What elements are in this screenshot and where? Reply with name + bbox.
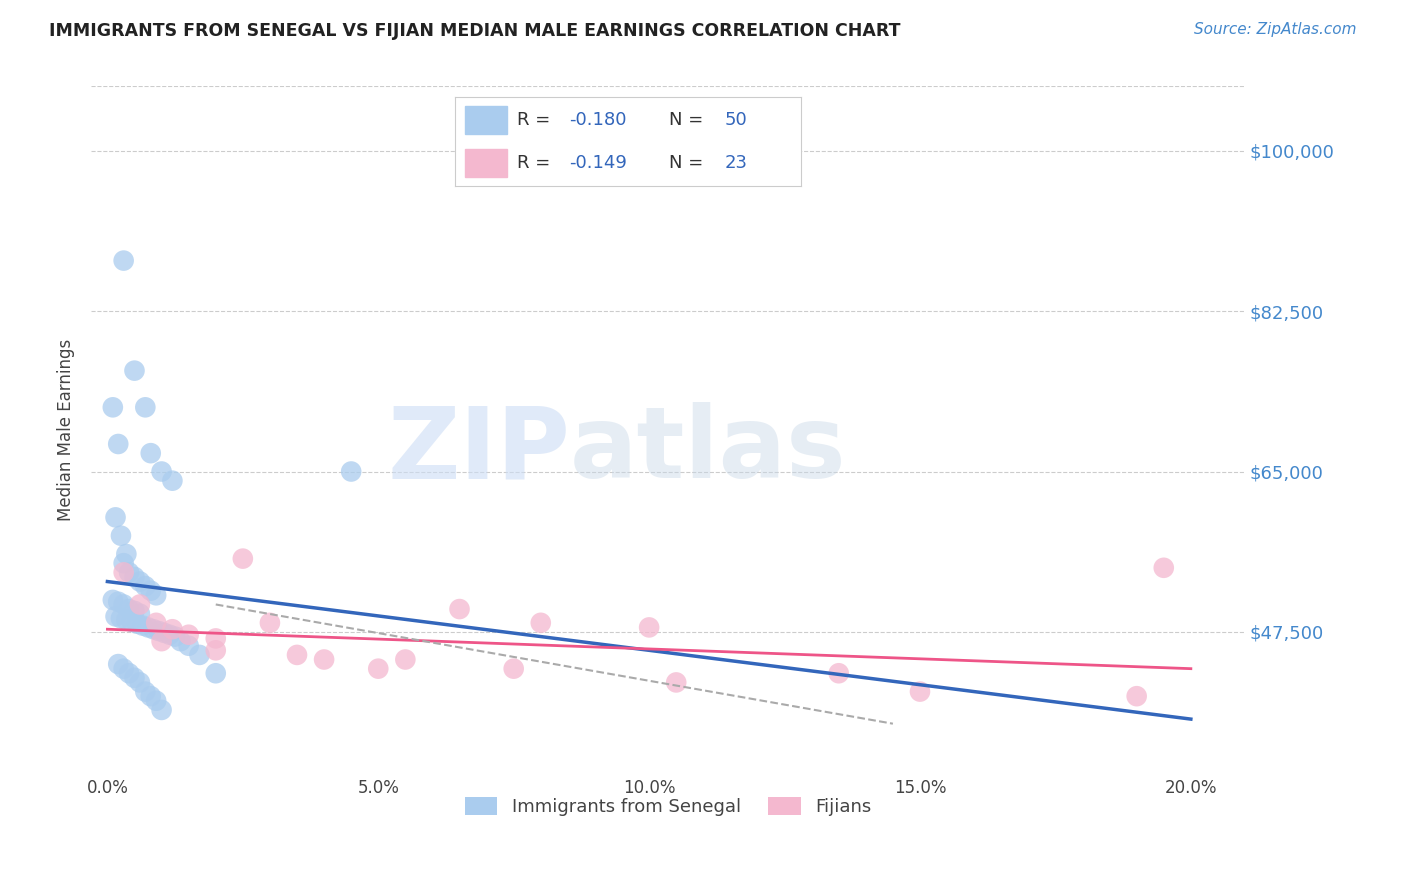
Point bbox=[104, 609, 127, 624]
Text: ZIP: ZIP bbox=[387, 402, 569, 500]
Point bbox=[145, 694, 167, 708]
Point bbox=[145, 615, 167, 630]
Point bbox=[314, 652, 336, 666]
Point bbox=[134, 401, 156, 415]
Point bbox=[107, 595, 129, 609]
Point bbox=[134, 579, 156, 593]
Point bbox=[150, 465, 173, 479]
Point bbox=[169, 634, 191, 648]
Point bbox=[110, 611, 132, 625]
Point bbox=[162, 474, 184, 488]
Point bbox=[367, 662, 389, 676]
Point bbox=[134, 684, 156, 698]
Text: IMMIGRANTS FROM SENEGAL VS FIJIAN MEDIAN MALE EARNINGS CORRELATION CHART: IMMIGRANTS FROM SENEGAL VS FIJIAN MEDIAN… bbox=[49, 22, 901, 40]
Legend: Immigrants from Senegal, Fijians: Immigrants from Senegal, Fijians bbox=[458, 789, 879, 823]
Point bbox=[177, 628, 200, 642]
Point bbox=[285, 648, 308, 662]
Point bbox=[118, 566, 141, 580]
Point bbox=[638, 620, 661, 634]
Point bbox=[129, 675, 152, 690]
Point bbox=[148, 624, 170, 638]
Point bbox=[908, 684, 931, 698]
Point bbox=[129, 607, 152, 621]
Point bbox=[129, 598, 152, 612]
Point bbox=[127, 616, 149, 631]
Point bbox=[232, 551, 254, 566]
Point bbox=[115, 547, 138, 561]
Point bbox=[101, 401, 124, 415]
Point bbox=[124, 570, 146, 584]
Point bbox=[188, 648, 211, 662]
Point bbox=[177, 639, 200, 653]
Point bbox=[112, 556, 135, 570]
Point bbox=[150, 703, 173, 717]
Point bbox=[142, 622, 165, 636]
Point bbox=[139, 689, 162, 703]
Text: atlas: atlas bbox=[569, 402, 846, 500]
Point bbox=[150, 634, 173, 648]
Point bbox=[204, 632, 226, 646]
Point bbox=[115, 613, 138, 627]
Point bbox=[139, 446, 162, 460]
Point bbox=[1125, 689, 1147, 703]
Point bbox=[165, 630, 187, 644]
Point bbox=[124, 604, 146, 618]
Point bbox=[107, 437, 129, 451]
Point bbox=[204, 666, 226, 681]
Text: Source: ZipAtlas.com: Source: ZipAtlas.com bbox=[1194, 22, 1357, 37]
Point bbox=[139, 583, 162, 598]
Point bbox=[112, 662, 135, 676]
Point bbox=[665, 675, 688, 690]
Point bbox=[502, 662, 524, 676]
Point bbox=[204, 643, 226, 657]
Point bbox=[828, 666, 851, 681]
Point bbox=[107, 657, 129, 671]
Point bbox=[124, 364, 146, 378]
Point bbox=[162, 622, 184, 636]
Point bbox=[153, 626, 176, 640]
Y-axis label: Median Male Earnings: Median Male Earnings bbox=[58, 339, 75, 521]
Point bbox=[112, 253, 135, 268]
Point bbox=[129, 574, 152, 589]
Point bbox=[449, 602, 471, 616]
Point bbox=[124, 671, 146, 685]
Point bbox=[112, 566, 135, 580]
Point bbox=[121, 615, 143, 629]
Point bbox=[118, 666, 141, 681]
Point bbox=[259, 615, 281, 630]
Point bbox=[101, 593, 124, 607]
Point bbox=[118, 602, 141, 616]
Point bbox=[394, 652, 416, 666]
Point bbox=[131, 618, 153, 632]
Point bbox=[104, 510, 127, 524]
Point bbox=[340, 465, 363, 479]
Point bbox=[110, 529, 132, 543]
Point bbox=[159, 628, 181, 642]
Point bbox=[145, 588, 167, 602]
Point bbox=[530, 615, 553, 630]
Point bbox=[1153, 561, 1175, 575]
Point bbox=[136, 620, 159, 634]
Point bbox=[112, 598, 135, 612]
